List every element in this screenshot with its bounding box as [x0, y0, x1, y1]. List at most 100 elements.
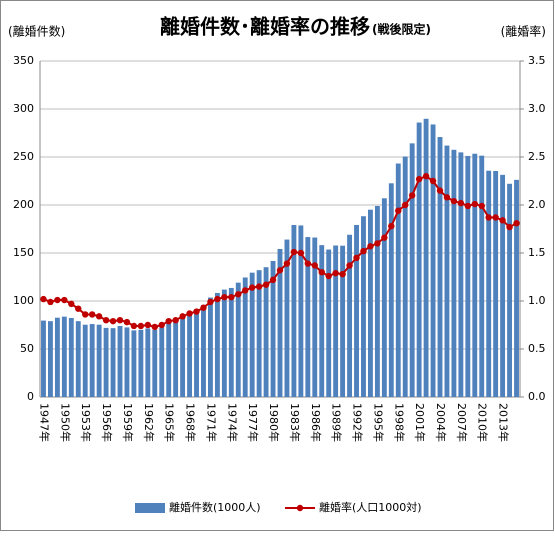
bar — [242, 277, 248, 397]
line-marker — [61, 296, 68, 304]
line-marker — [88, 311, 96, 318]
y2-tick-label: 0.0 — [528, 390, 546, 403]
bar — [298, 225, 304, 397]
bar — [486, 170, 492, 397]
line-marker — [123, 318, 131, 326]
x-tick-label: 1968年 — [184, 403, 198, 442]
x-tick-label: 1995年 — [371, 403, 385, 442]
line-marker — [408, 192, 416, 199]
y2-axis-label: (離婚率) — [501, 24, 546, 39]
bar — [201, 304, 206, 397]
bar — [41, 320, 46, 397]
line-marker — [283, 260, 291, 267]
bar — [110, 328, 116, 397]
x-tick-label: 2001年 — [413, 403, 427, 442]
x-tick-label: 1989年 — [330, 403, 344, 442]
bar — [514, 179, 519, 397]
bar — [409, 143, 415, 397]
bar — [256, 270, 262, 397]
line-marker — [367, 243, 374, 250]
y2-tick-label: 1.5 — [528, 246, 546, 259]
line-marker — [68, 300, 75, 308]
bar — [347, 234, 352, 397]
line-marker — [248, 284, 256, 291]
line-marker — [95, 313, 103, 320]
chart-title: 離婚件数･離婚率の推移 — [160, 15, 370, 39]
bar — [82, 324, 88, 397]
line-marker — [457, 199, 465, 207]
bar — [368, 209, 373, 397]
line-marker — [47, 298, 54, 306]
line-marker — [116, 317, 124, 324]
x-tick-label: 2004年 — [434, 403, 448, 442]
bar — [402, 156, 408, 397]
bar — [374, 205, 380, 397]
line-marker — [165, 317, 172, 325]
bar — [305, 237, 311, 397]
bar — [208, 297, 213, 397]
line-marker — [54, 296, 61, 304]
line-marker — [318, 269, 325, 276]
line-marker — [388, 222, 395, 230]
bar — [312, 237, 318, 397]
line-marker — [158, 321, 165, 329]
line-marker — [207, 298, 214, 306]
bar — [284, 239, 290, 397]
line-marker — [402, 201, 409, 209]
bar — [479, 155, 485, 397]
chart-subtitle: (戦後限定) — [372, 22, 431, 37]
line-marker — [82, 311, 89, 318]
line-marker — [179, 313, 186, 320]
bar — [277, 248, 283, 397]
y2-tick-label: 0.5 — [528, 342, 546, 355]
line-marker — [443, 194, 451, 201]
x-tick-label: 1956年 — [100, 403, 114, 442]
line-marker — [172, 317, 179, 324]
bar — [214, 292, 220, 397]
bar — [465, 155, 471, 397]
bar — [416, 122, 422, 397]
line-marker — [506, 223, 513, 231]
line-marker — [221, 293, 228, 301]
line-marker — [436, 187, 444, 194]
x-tick-label: 1959年 — [121, 403, 135, 442]
bar — [291, 224, 297, 397]
line-marker — [193, 308, 200, 315]
line-marker — [276, 267, 284, 274]
x-tick-label: 2010年 — [476, 403, 490, 442]
y2-tick-label: 1.0 — [528, 294, 546, 307]
line-marker — [311, 262, 318, 269]
bar — [500, 174, 506, 397]
line-marker — [464, 202, 472, 210]
line-marker — [297, 249, 305, 257]
bar — [326, 249, 332, 397]
y-tick-label: 100 — [13, 294, 34, 307]
x-tick-label: 1992年 — [351, 403, 365, 442]
y2-tick-label: 2.0 — [528, 198, 546, 211]
line-marker — [422, 173, 430, 180]
line-marker — [485, 214, 492, 221]
line-marker — [325, 272, 332, 280]
line-marker — [144, 321, 152, 329]
bar — [48, 321, 53, 397]
x-tick-label: 1962年 — [142, 403, 156, 442]
bar — [249, 272, 255, 397]
bar — [444, 145, 450, 397]
bar — [437, 137, 443, 398]
bar — [138, 329, 144, 397]
y-tick-label: 150 — [13, 246, 34, 259]
bar — [117, 325, 123, 397]
line-marker — [269, 276, 277, 284]
x-tick-label: 1974年 — [225, 403, 239, 442]
y2-tick-label: 3.0 — [528, 102, 546, 115]
bar — [228, 287, 234, 397]
bar — [103, 327, 109, 397]
bar — [124, 327, 130, 397]
bar — [145, 328, 151, 397]
x-tick-label: 1998年 — [392, 403, 406, 442]
bar — [152, 329, 158, 397]
bar — [354, 224, 359, 397]
legend-label: 離婚率(人口1000対) — [319, 500, 422, 514]
bar — [173, 320, 179, 397]
